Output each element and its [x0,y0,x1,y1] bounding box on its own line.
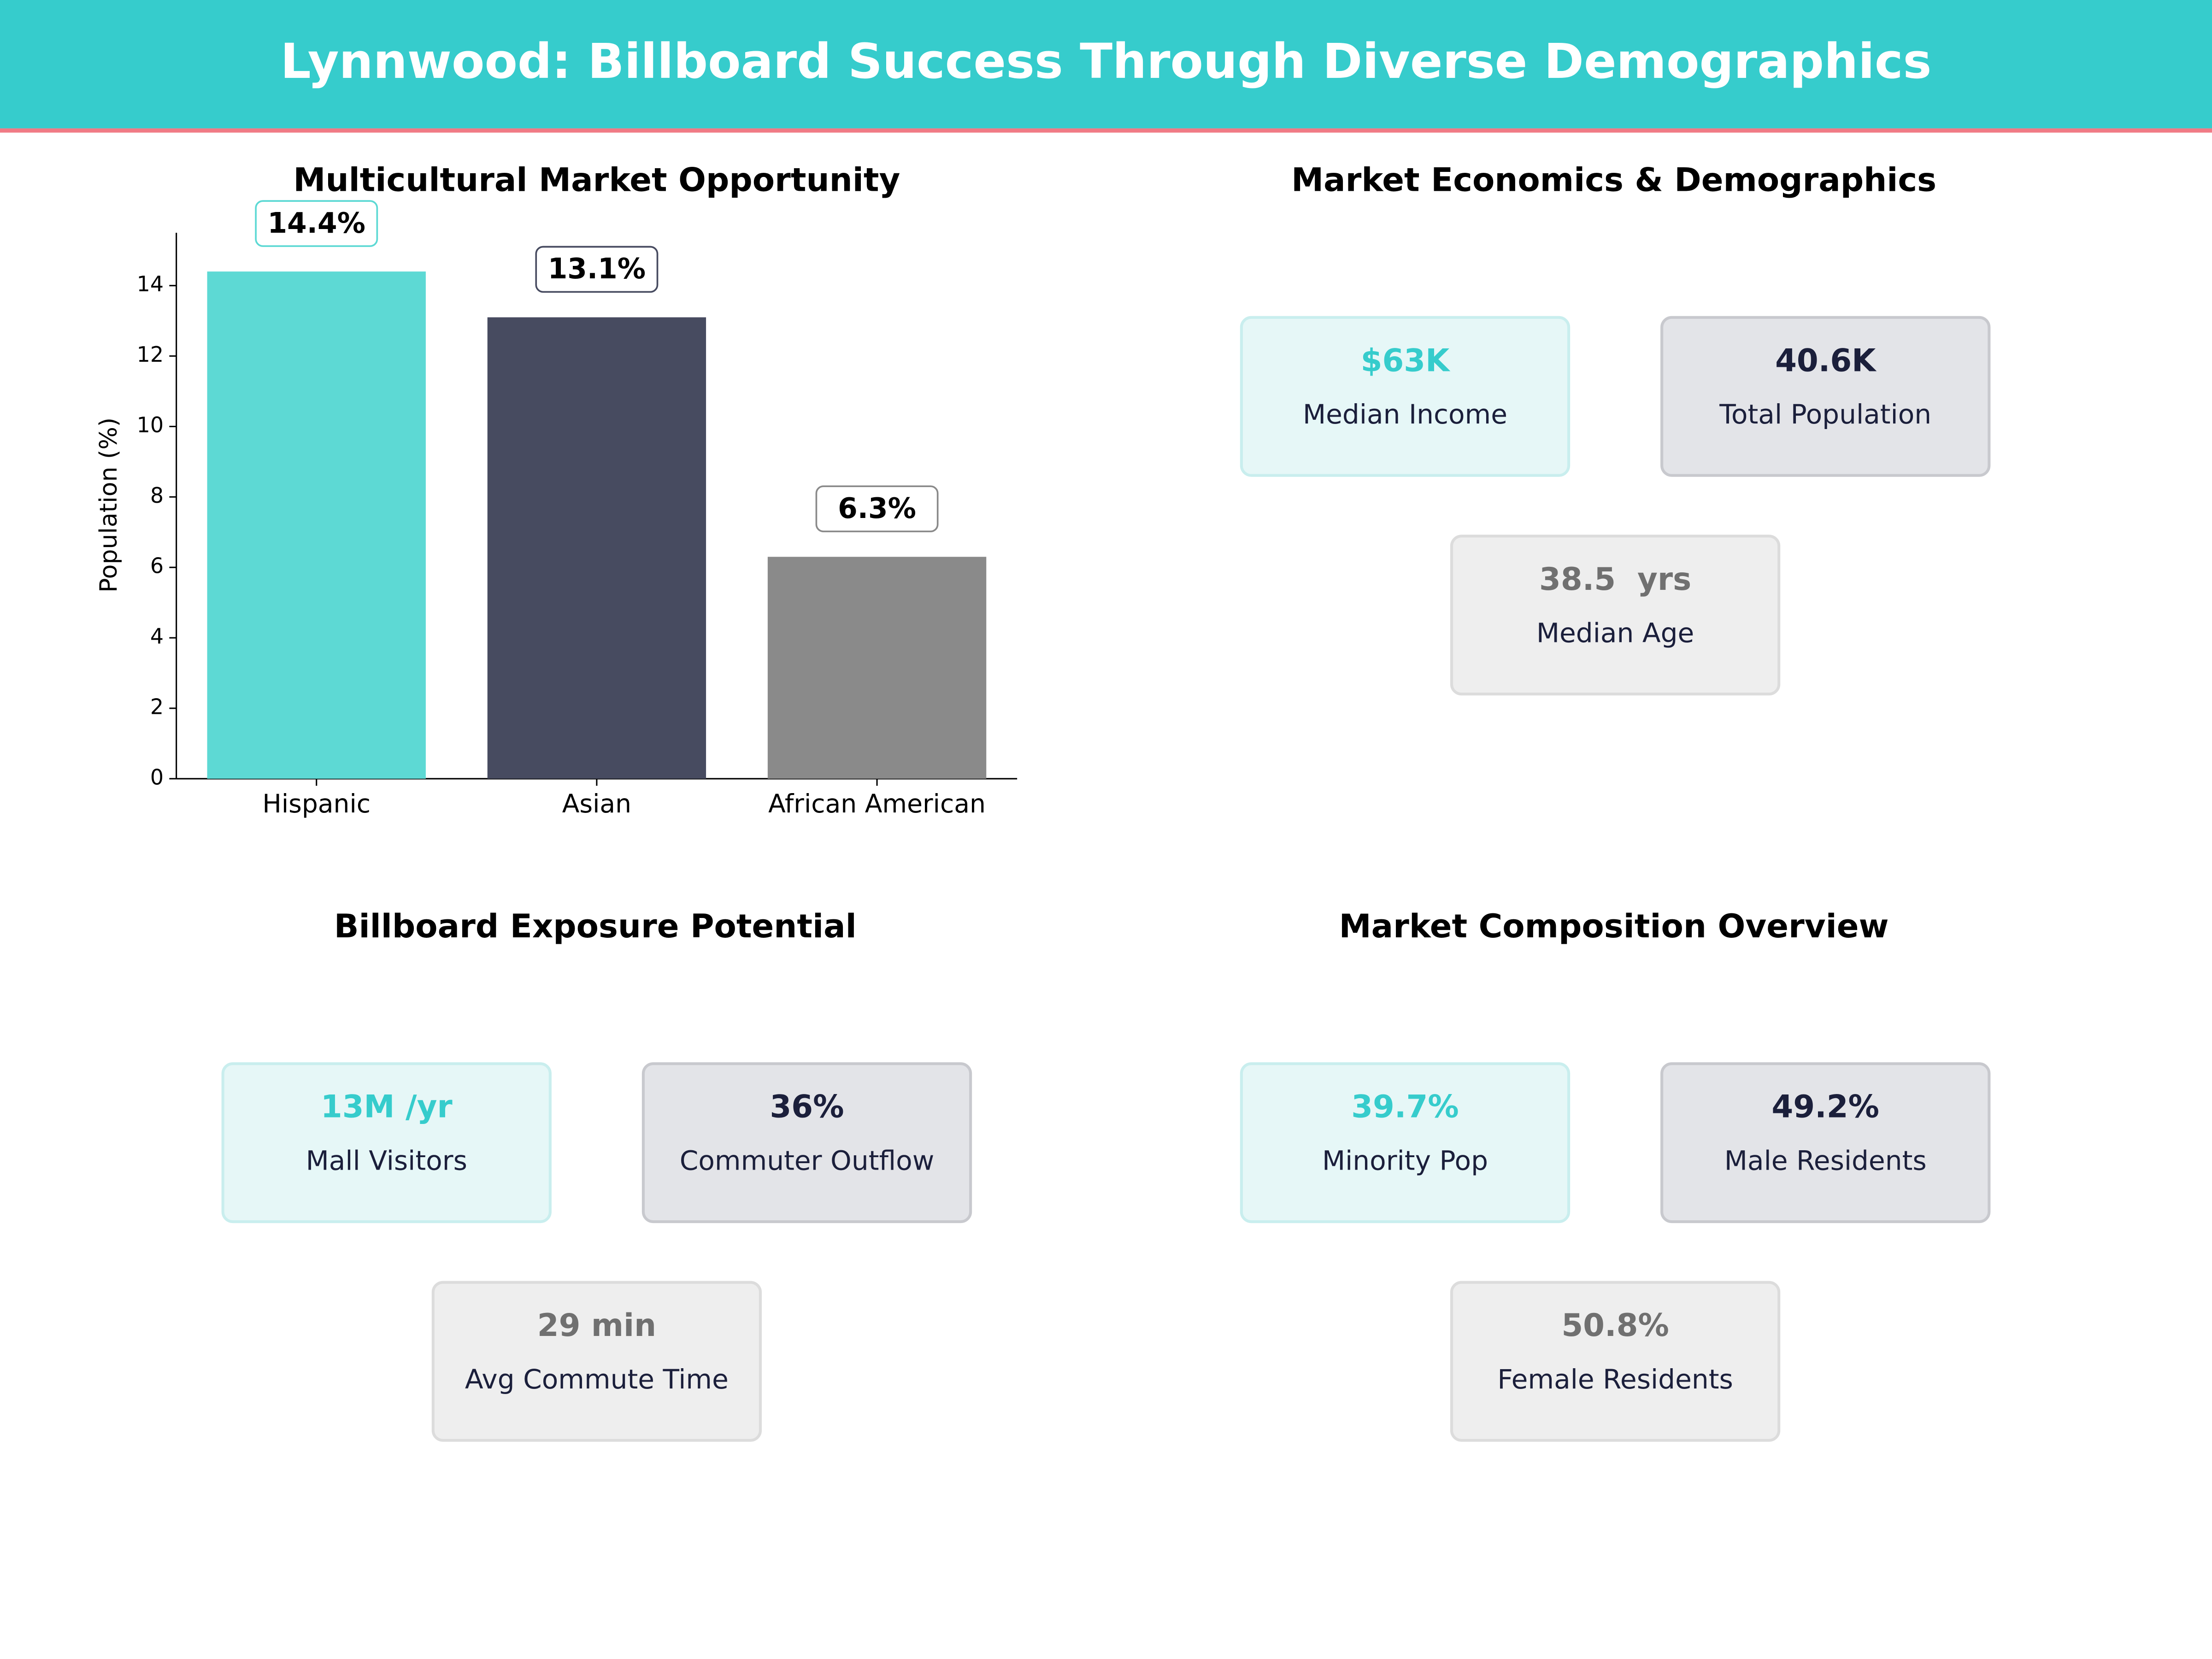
kpi-value: $63K [1361,342,1451,378]
kpi-card [1450,535,1781,696]
bar [487,317,706,779]
bar [767,557,987,779]
y-tick-label: 14 [137,271,164,296]
header-rule [0,128,2212,133]
kpi-label: Commuter Outflow [680,1145,935,1177]
kpi-value: 13M /yr [321,1088,453,1125]
kpi-label: Male Residents [1724,1145,1927,1177]
panel-title: Billboard Exposure Potential [334,907,857,945]
kpi-value: 29 min [537,1307,656,1343]
page-title: Lynnwood: Billboard Success Through Dive… [281,33,1932,89]
kpi-card [641,1062,972,1224]
kpi-label: Minority Pop [1322,1145,1488,1177]
kpi-label: Female Residents [1497,1364,1733,1395]
value-label: 6.3% [838,492,916,525]
kpi-value: 49.2% [1771,1088,1879,1125]
x-tick-label: Asian [562,789,631,818]
value-label: 14.4% [268,207,365,240]
kpi-value: 50.8% [1561,1307,1669,1343]
y-tick-label: 0 [150,765,164,789]
x-tick-label: Hispanic [262,789,371,818]
panel-title: Market Composition Overview [1339,907,1889,945]
kpi-card [1450,1281,1781,1442]
kpi-card [1660,1062,1991,1224]
kpi-value: 40.6K [1775,342,1877,378]
panel-title: Market Economics & Demographics [1291,161,1936,199]
header-bar [0,0,2212,129]
bar [207,271,426,779]
y-axis-label: Population (%) [95,418,123,593]
kpi-card [221,1062,552,1224]
y-tick-label: 6 [150,553,164,578]
value-label-box [535,246,659,293]
kpi-value: 39.7% [1351,1088,1459,1125]
y-tick-label: 8 [150,483,164,508]
value-label-box [815,485,939,533]
kpi-value: 36% [770,1088,844,1125]
kpi-label: Mall Visitors [306,1145,467,1177]
x-tick-label: African American [768,789,986,818]
kpi-card [1240,316,1571,477]
kpi-value: 38.5 yrs [1539,561,1691,597]
y-tick-label: 4 [150,624,164,649]
kpi-card [431,1281,762,1442]
kpi-label: Median Income [1303,399,1507,430]
kpi-label: Total Population [1719,399,1931,430]
value-label-box [255,200,378,247]
kpi-card [1660,316,1991,477]
kpi-label: Median Age [1536,618,1694,649]
chart-title: Multicultural Market Opportunity [293,161,900,199]
y-tick-label: 2 [150,694,164,719]
y-tick-label: 10 [137,412,164,437]
y-tick-label: 12 [137,342,164,367]
kpi-label: Avg Commute Time [465,1364,729,1395]
value-label: 13.1% [548,253,646,285]
kpi-card [1240,1062,1571,1224]
